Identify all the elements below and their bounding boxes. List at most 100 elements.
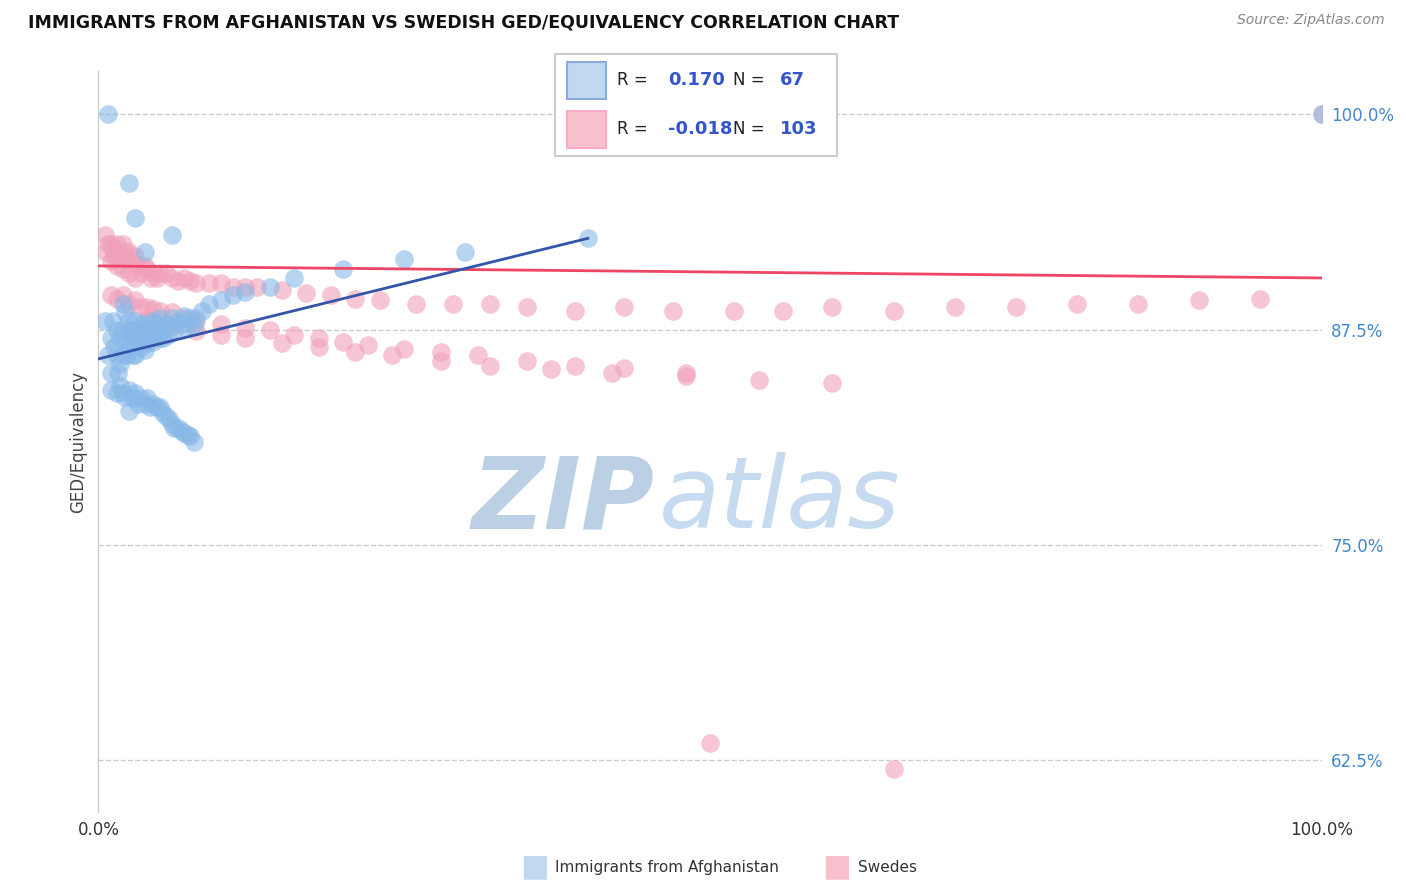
Point [124,331,146,345]
Point [405,297,427,311]
Point [186,276,208,290]
Point [100,236,122,251]
Point [150,323,173,337]
Point [136,392,159,406]
Point [613,360,636,375]
Point [821,300,844,314]
Point [157,412,180,426]
Point [118,245,141,260]
Point [179,429,201,443]
Point [100,331,122,345]
Point [662,303,685,318]
Point [723,303,745,318]
Point [134,259,156,273]
Point [146,327,169,342]
FancyBboxPatch shape [567,62,606,99]
Point [478,359,501,373]
Point [129,266,152,280]
Point [163,421,186,435]
Point [101,242,124,256]
Point [515,353,537,368]
Point [110,379,132,393]
Point [100,383,122,397]
Point [124,386,146,401]
Point [114,331,136,345]
Point [103,249,125,263]
Point [134,323,156,337]
Point [167,421,190,435]
Point [139,400,162,414]
Point [149,266,172,280]
Point [136,300,159,314]
Point [222,288,245,302]
Point [120,323,142,337]
Text: atlas: atlas [658,452,900,549]
Text: Immigrants from Afghanistan: Immigrants from Afghanistan [555,860,779,874]
Point [111,236,134,251]
Point [124,293,146,308]
Point [675,369,697,384]
Point [136,314,159,328]
Point [145,318,167,332]
Text: ZIP: ZIP [472,452,655,549]
Point [173,425,195,440]
Point [105,323,128,337]
Point [233,279,256,293]
Point [115,348,138,362]
Point [821,376,844,390]
Point [295,286,318,301]
Point [120,331,142,345]
Point [124,249,146,263]
Text: R =: R = [617,71,648,89]
Point [576,231,599,245]
Point [430,353,453,368]
Point [675,366,697,380]
Point [179,310,201,325]
Point [97,236,120,251]
Point [129,300,152,314]
Point [105,236,128,251]
Text: ■: ■ [520,853,548,881]
Point [149,400,172,414]
Point [748,373,770,387]
Point [142,397,165,411]
Point [107,366,129,380]
Point [167,274,190,288]
Point [1249,292,1271,306]
Point [515,300,537,314]
Point [308,331,330,345]
Point [1066,297,1088,311]
Point [110,357,132,371]
Point [157,327,180,342]
Point [136,318,159,332]
Point [129,392,152,406]
Point [142,266,165,280]
Point [97,348,120,362]
Point [699,736,721,750]
Point [134,245,156,260]
Point [101,314,124,328]
Point [332,334,354,349]
Point [97,107,120,121]
Point [1310,107,1333,121]
Point [111,323,134,337]
Point [170,424,193,438]
Point [142,314,165,328]
Point [772,303,794,318]
Point [270,336,294,351]
Point [381,348,404,362]
Point [270,283,294,297]
Point [118,297,141,311]
Point [209,318,232,332]
Point [100,253,122,268]
Point [134,343,156,358]
Point [111,262,134,277]
Point [124,271,146,285]
Point [150,405,173,419]
Point [146,400,169,414]
Point [191,303,214,318]
Point [160,319,183,334]
Point [129,340,152,354]
Point [139,327,162,342]
Point [344,345,367,359]
